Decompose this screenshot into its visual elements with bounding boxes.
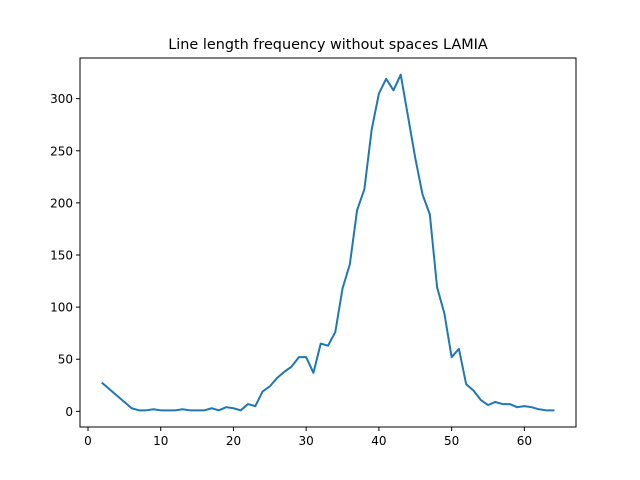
x-tick-label: 30 (299, 434, 314, 448)
y-tick-label: 150 (50, 249, 73, 263)
y-tick-label: 300 (50, 92, 73, 106)
y-tick-label: 50 (58, 353, 73, 367)
x-tick-label: 0 (84, 434, 92, 448)
y-tick-label: 250 (50, 144, 73, 158)
axes-frame (79, 57, 577, 428)
x-axis: 0 10 20 30 40 50 60 (84, 427, 532, 448)
x-tick-label: 20 (226, 434, 241, 448)
series-line (101, 73, 555, 412)
y-axis: 0 50 100 150 200 250 300 (50, 92, 80, 419)
x-tick-label: 10 (153, 434, 168, 448)
plot-area (101, 73, 555, 412)
y-tick-label: 100 (50, 301, 73, 315)
y-tick-label: 200 (50, 196, 73, 210)
x-tick-label: 60 (517, 434, 532, 448)
chart-title: Line length frequency without spaces LAM… (168, 37, 488, 53)
x-tick-label: 50 (444, 434, 459, 448)
y-tick-label: 0 (65, 405, 73, 419)
x-tick-label: 40 (371, 434, 386, 448)
